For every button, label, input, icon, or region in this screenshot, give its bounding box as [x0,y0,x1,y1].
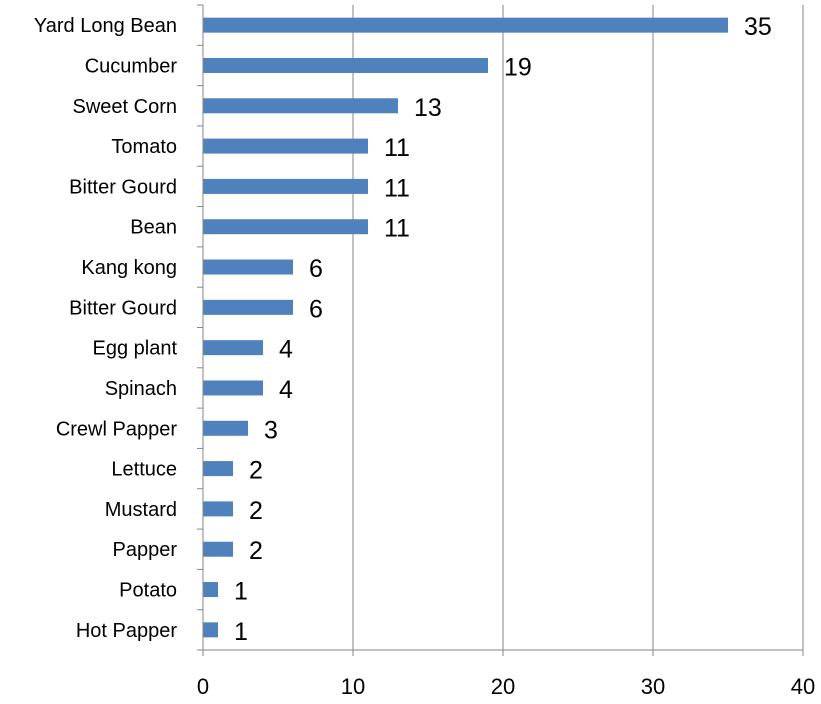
bar [203,178,368,194]
category-label: Spinach [105,378,177,400]
bar [203,420,248,436]
category-label: Egg plant [92,338,177,360]
value-label: 2 [249,497,263,525]
value-label: 6 [309,255,323,283]
x-tick-labels: 0 10 20 30 40 [197,674,815,699]
category-label: Sweet Corn [73,96,178,118]
category-label: Bitter Gourd [69,176,177,198]
value-label: 13 [414,94,442,122]
gridlines [352,5,804,650]
category-labels: Yard Long Bean Cucumber Sweet Corn Tomato Bi… [34,15,178,642]
category-label: Bean [130,217,177,239]
value-label: 1 [234,578,248,606]
bar [203,259,293,275]
bar [203,501,233,517]
bar [203,461,233,477]
category-label: Papper [113,539,178,561]
bar [203,299,293,315]
bars [203,17,728,638]
value-label: 2 [249,457,263,485]
bar [203,98,398,114]
x-tick-label: 40 [791,674,815,699]
bar [203,138,368,154]
category-label: Crewl Papper [56,418,178,440]
x-tick-label: 0 [197,674,209,699]
bar [203,541,233,557]
value-label: 11 [384,134,410,162]
value-label: 3 [264,416,278,444]
value-label: 4 [279,376,293,404]
category-label: Yard Long Bean [34,15,177,37]
bar [203,340,263,356]
category-label: Mustard [105,499,177,521]
bar [203,219,368,235]
category-label: Tomato [111,136,177,158]
category-label: Lettuce [111,459,177,481]
axes [197,4,804,656]
value-label: 4 [279,336,293,364]
bar [203,582,218,598]
value-label: 35 [744,13,772,41]
bar [203,17,728,33]
value-label: 6 [309,295,323,323]
bar [203,57,488,73]
value-label: 11 [384,215,410,243]
category-label: Bitter Gourd [69,297,177,319]
x-tick-label: 10 [341,674,365,699]
x-tick-label: 20 [491,674,515,699]
x-tick-label: 30 [641,674,665,699]
bar [203,380,263,396]
bar [203,622,218,638]
category-label: Kang kong [81,257,177,279]
category-label: Cucumber [85,55,178,77]
value-label: 19 [504,53,532,81]
value-label: 1 [234,618,248,646]
value-label: 11 [384,174,410,202]
category-label: Potato [119,580,177,602]
value-label: 2 [249,537,263,565]
category-label: Hot Papper [76,620,178,642]
